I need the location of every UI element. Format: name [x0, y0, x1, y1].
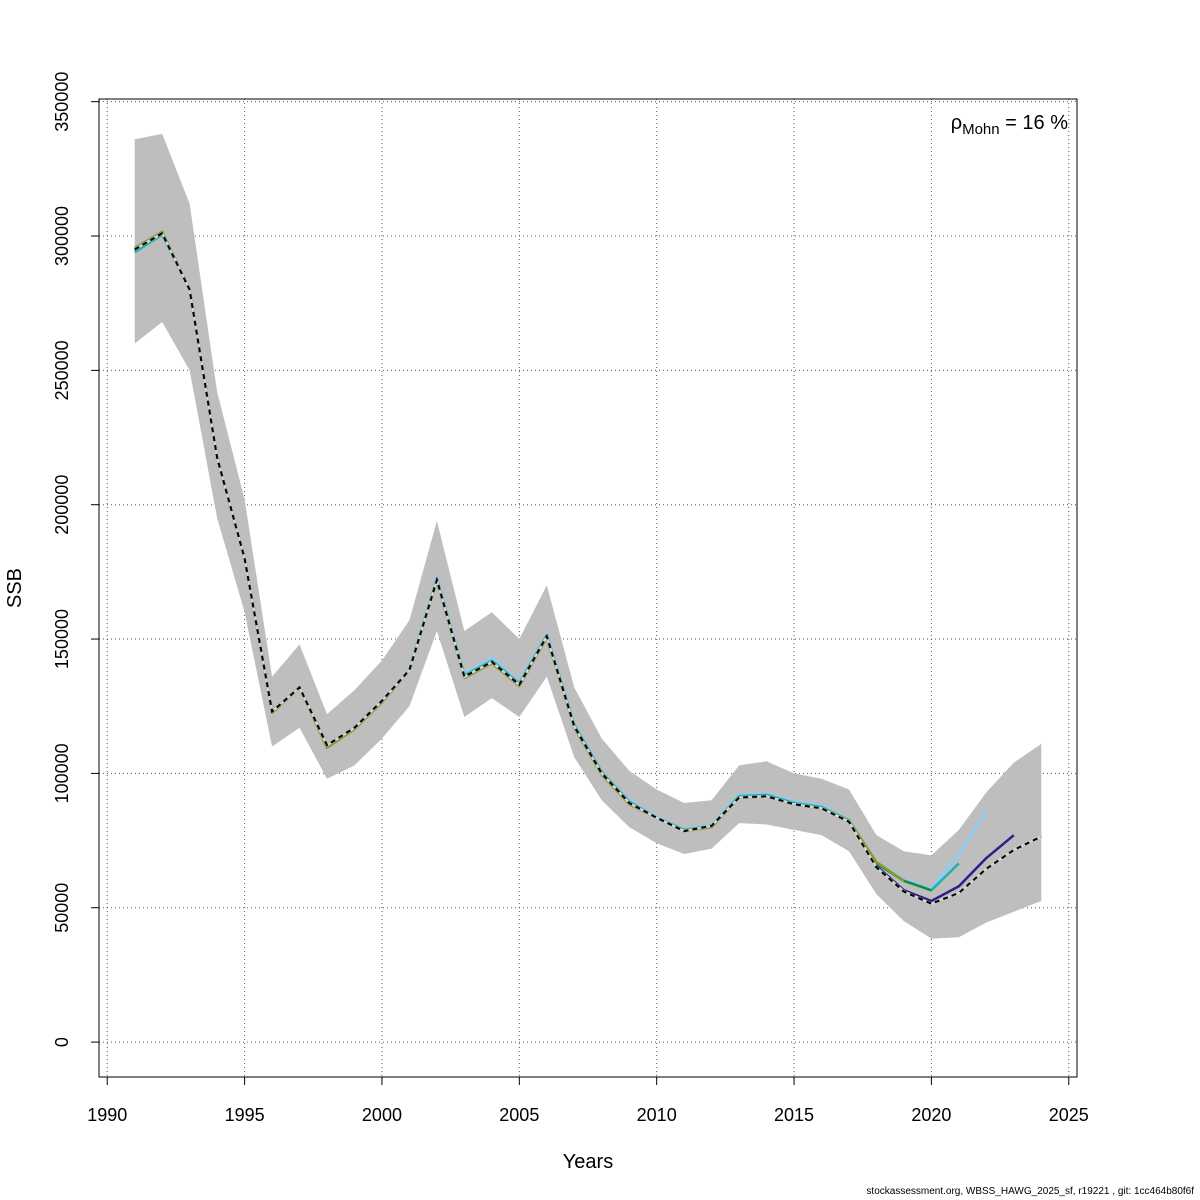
x-axis-title: Years — [563, 1151, 613, 1173]
series-lines — [134, 230, 1042, 906]
y-tick-label: 300000 — [52, 206, 72, 266]
y-tick-label: 0 — [52, 1037, 72, 1047]
series-line-2 — [134, 232, 1015, 903]
y-tick-label: 100000 — [52, 743, 72, 803]
x-tick-label: 2015 — [774, 1105, 814, 1125]
x-tick-label: 2005 — [499, 1105, 539, 1125]
y-axis: 0 50000 100000 150000 200000 250000 300000 3500… — [52, 72, 100, 1047]
footer-credit: stockassessment.org, WBSS_HAWG_2025_sf, … — [866, 1186, 1194, 1197]
rho-subscript: Mohn — [962, 121, 1000, 138]
x-axis: 1990 1995 2000 2005 2010 2015 2020 2025 — [87, 1076, 1089, 1125]
y-tick-label: 150000 — [52, 609, 72, 669]
mohn-rho-annotation: ρMohn = 16 % — [951, 112, 1069, 138]
x-tick-label: 1990 — [87, 1105, 127, 1125]
y-tick-label: 200000 — [52, 475, 72, 535]
series-line-5 — [134, 231, 1042, 905]
x-tick-label: 2020 — [911, 1105, 951, 1125]
y-axis-title: SSB — [4, 568, 26, 608]
x-tick-label: 2025 — [1049, 1105, 1089, 1125]
grid — [99, 99, 1077, 1077]
series-line-0 — [134, 233, 988, 891]
x-tick-label: 1995 — [225, 1105, 265, 1125]
x-tick-label: 2010 — [637, 1105, 677, 1125]
y-tick-label: 350000 — [52, 72, 72, 132]
series-line-5-under — [134, 231, 1042, 906]
x-tick-label: 2000 — [362, 1105, 402, 1125]
confidence-band — [134, 133, 1042, 939]
rho-symbol: ρ — [951, 112, 962, 134]
y-tick-label: 250000 — [52, 340, 72, 400]
y-tick-label: 50000 — [52, 883, 72, 933]
confidence-band-area — [134, 133, 1042, 939]
rho-value: = 16 % — [1000, 112, 1069, 134]
